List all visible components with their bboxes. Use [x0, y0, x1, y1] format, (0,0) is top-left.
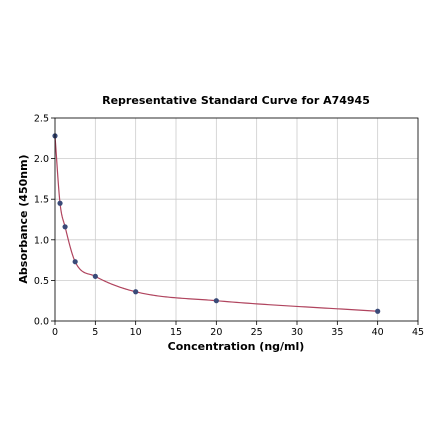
grid-lines	[54, 117, 419, 322]
y-tick-label: 0.0	[34, 317, 49, 328]
data-point	[213, 298, 219, 304]
x-tick-label: 30	[291, 327, 303, 338]
data-point	[72, 259, 78, 265]
data-points	[52, 133, 381, 314]
y-tick-label: 0.5	[34, 276, 49, 287]
x-tick-label: 15	[170, 327, 182, 338]
data-point	[57, 200, 63, 206]
x-tick-label: 45	[412, 327, 424, 338]
data-point	[133, 289, 139, 295]
y-tick-label: 1.0	[34, 235, 49, 246]
y-axis-ticks: 0.0 0.5 1.0 1.5 2.0 2.5	[34, 114, 55, 328]
data-point	[92, 273, 98, 279]
x-axis-ticks: 0 5 10 15 20 25 30 35 40 45	[52, 321, 424, 338]
chart-title: Representative Standard Curve for A74945	[102, 94, 370, 107]
fit-curve-layer	[54, 135, 378, 312]
x-tick-label: 10	[130, 327, 142, 338]
x-tick-label: 25	[251, 327, 263, 338]
x-axis-label: Concentration (ng/ml)	[168, 340, 305, 353]
x-tick-label: 35	[331, 327, 343, 338]
data-point	[62, 224, 68, 230]
plot-frame	[54, 117, 419, 322]
y-tick-label: 2.0	[34, 154, 49, 165]
y-tick-label: 2.5	[34, 114, 49, 125]
x-tick-label: 0	[52, 327, 58, 338]
x-tick-label: 40	[372, 327, 384, 338]
y-tick-label: 1.5	[34, 195, 49, 206]
y-axis-label: Absorbance (450nm)	[17, 154, 30, 283]
x-tick-label: 20	[210, 327, 222, 338]
x-tick-label: 5	[92, 327, 98, 338]
fit-curve	[54, 135, 378, 312]
data-point	[375, 308, 381, 314]
